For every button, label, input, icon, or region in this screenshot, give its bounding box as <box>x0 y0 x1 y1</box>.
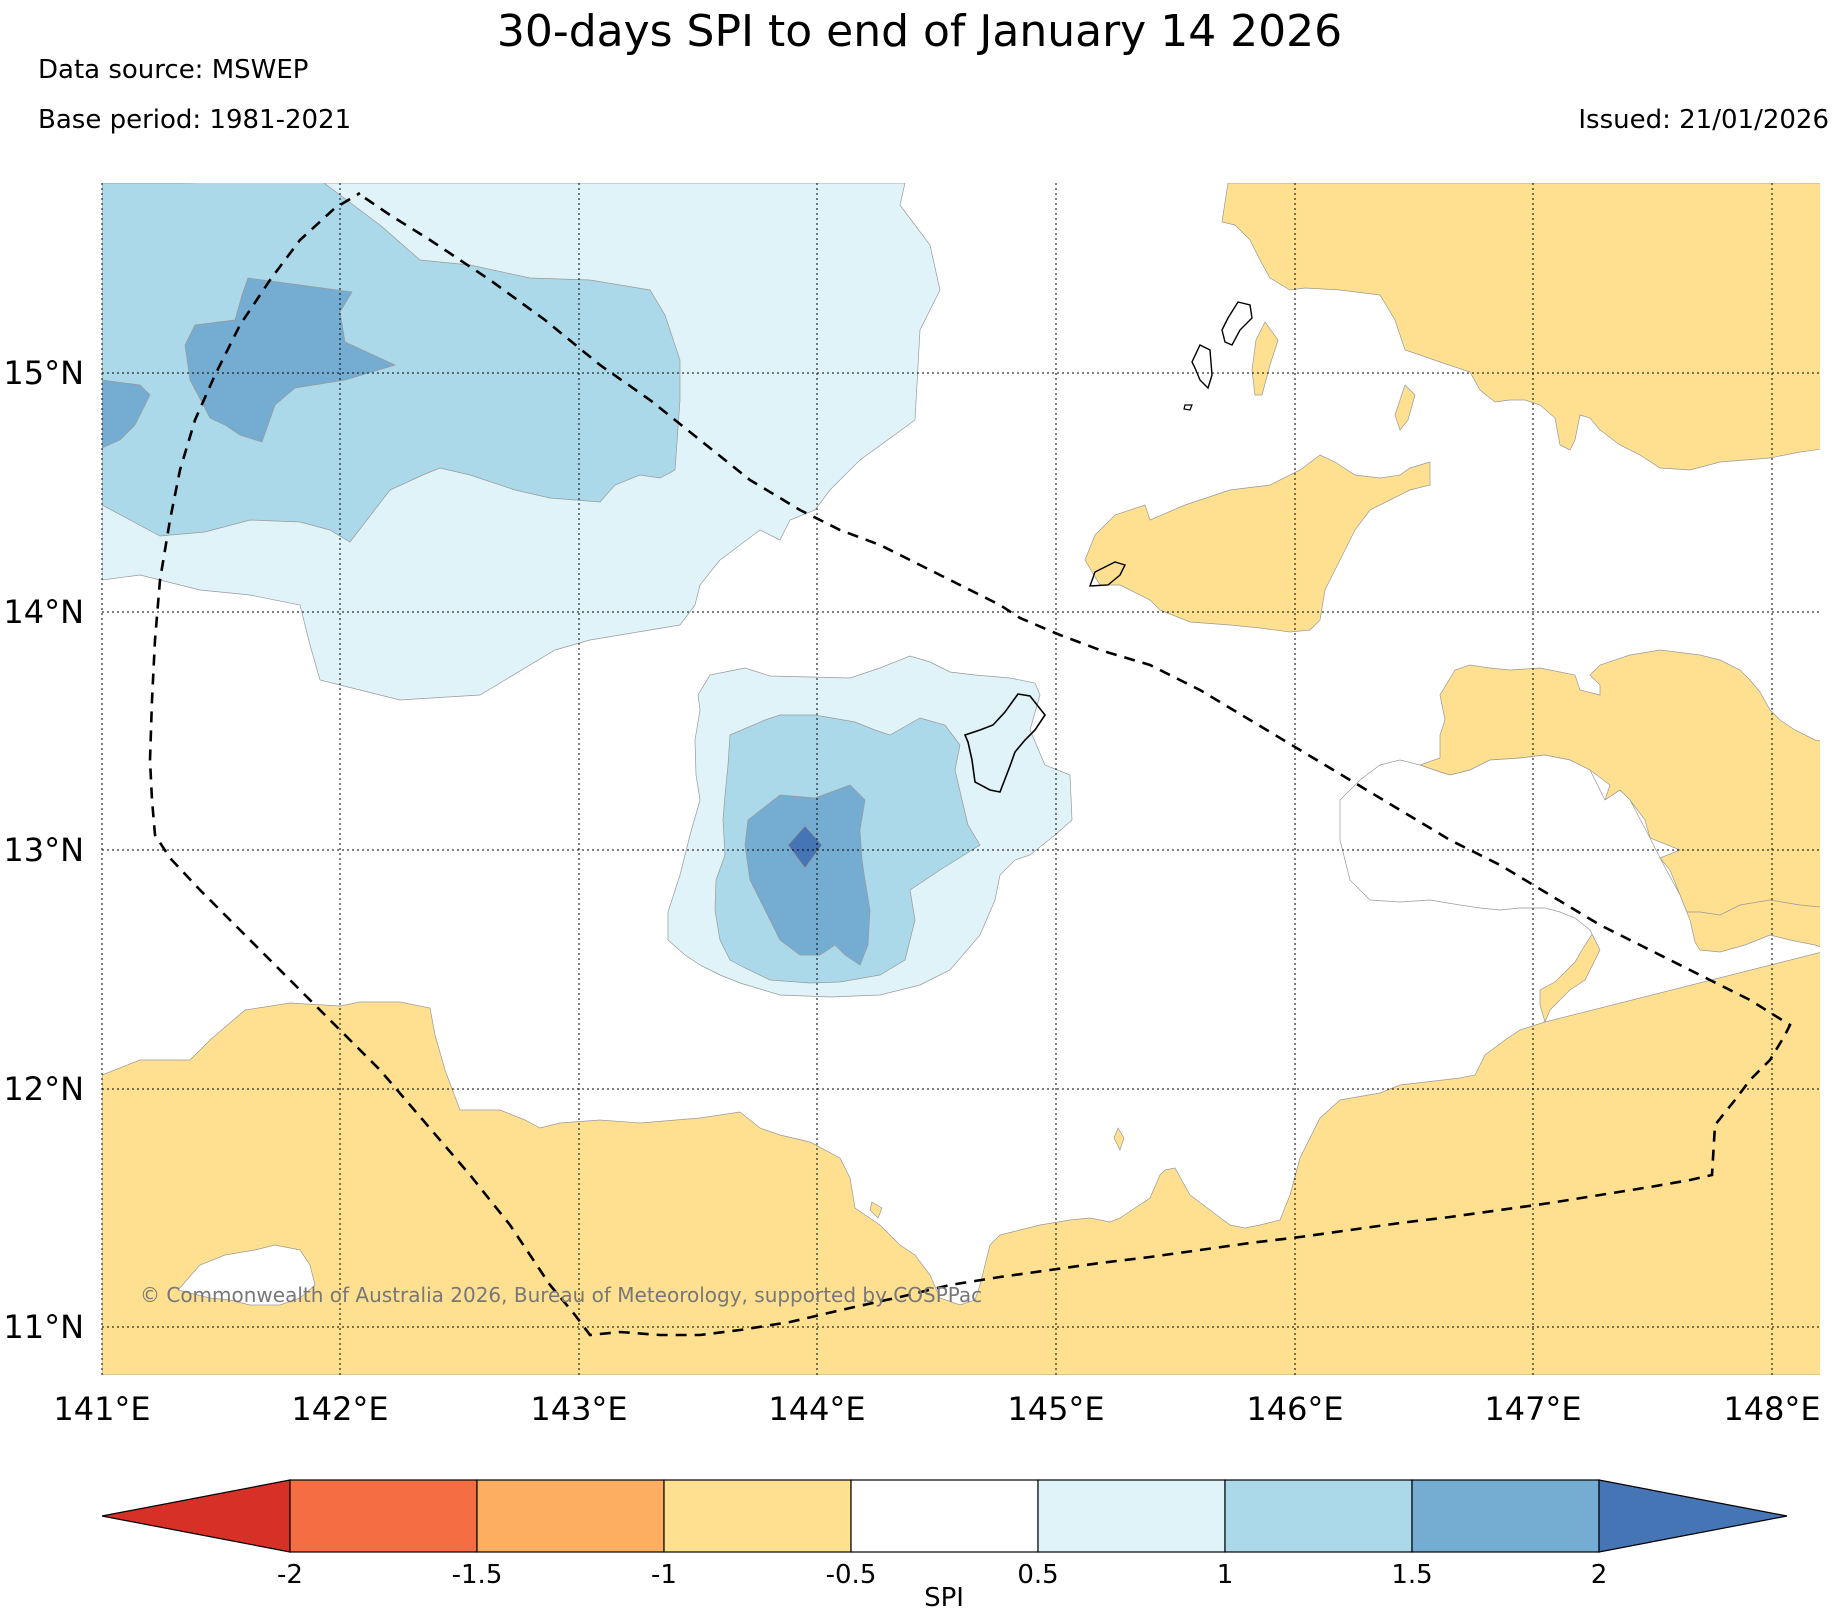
map-title: 30-days SPI to end of January 14 2026 <box>496 6 1343 57</box>
island-aguijan <box>1183 404 1193 411</box>
dry-patch-small-north <box>1394 384 1416 431</box>
lon-label: 142°E <box>291 1390 388 1420</box>
lon-label: 141°E <box>53 1390 150 1420</box>
island-saipan <box>1221 301 1253 346</box>
lat-label: 11°N <box>3 1308 84 1346</box>
island-tinian <box>1191 344 1213 390</box>
colorbar-tick-label: -1 <box>651 1560 677 1590</box>
colorbar-tick-label: 1 <box>1217 1560 1234 1590</box>
lon-label: 146°E <box>1246 1390 1343 1420</box>
lat-label: 13°N <box>3 831 84 869</box>
spi-map: 141°E 142°E 143°E 144°E 145°E 146°E 147°… <box>3 183 1821 1420</box>
dry-region-ne <box>1221 183 1820 471</box>
base-period-label: Base period: 1981-2021 <box>38 105 352 135</box>
dry-patch-sw-bay <box>177 1244 316 1306</box>
lon-label: 147°E <box>1484 1390 1581 1420</box>
wet-region-center-severe <box>744 784 871 966</box>
wet-region-center-extreme <box>787 825 823 869</box>
colorbar-tick-label: 2 <box>1591 1560 1608 1590</box>
wet-region-nw-moderate <box>102 183 681 543</box>
lon-label: 144°E <box>768 1390 865 1420</box>
lon-label: 143°E <box>530 1390 627 1420</box>
colorbar-segment <box>663 1479 852 1553</box>
colorbar-segment <box>476 1479 665 1553</box>
colorbar-segment <box>850 1479 1039 1553</box>
colorbar-segment <box>1224 1479 1413 1553</box>
dry-region-south-gap <box>1339 754 1820 1023</box>
colorbar-tick-label: -1.5 <box>452 1560 503 1590</box>
colorbar-tick-label: -2 <box>277 1560 303 1590</box>
lat-label: 12°N <box>3 1070 84 1108</box>
data-source-label: Data source: MSWEP <box>38 55 309 85</box>
dry-patch-small-north-2 <box>1251 321 1279 396</box>
island-guam <box>963 693 1046 793</box>
colorbar-tick-label: -0.5 <box>826 1560 877 1590</box>
copyright-notice: © Commonwealth of Australia 2026, Bureau… <box>140 1283 983 1307</box>
island-rota <box>1088 561 1126 587</box>
issued-date-label: Issued: 21/01/2026 <box>1578 105 1829 135</box>
dry-patch-tiny-2 <box>869 1201 883 1219</box>
colorbar-tick-label: 1.5 <box>1391 1560 1432 1590</box>
lon-label: 148°E <box>1723 1390 1820 1420</box>
wet-region-nw-severe-edge <box>102 379 151 449</box>
dry-patch-tiny-1 <box>1113 1127 1125 1151</box>
colorbar-segment <box>1037 1479 1226 1553</box>
lon-label: 145°E <box>1007 1390 1104 1420</box>
eez-boundary <box>148 191 1792 1337</box>
colorbar-extend-low <box>101 1479 291 1553</box>
colorbar-axis-label: SPI <box>924 1583 964 1609</box>
colorbar-segment <box>289 1479 478 1553</box>
colorbar-segment <box>1411 1479 1600 1553</box>
dry-patch-mid <box>1084 454 1431 633</box>
colorbar-extend-high <box>1598 1479 1788 1553</box>
lat-label: 15°N <box>3 354 84 392</box>
colorbar-tick-label: 0.5 <box>1017 1560 1058 1590</box>
graticule <box>101 183 1820 1375</box>
lat-label: 14°N <box>3 593 84 631</box>
wet-region-nw-severe <box>184 277 396 443</box>
